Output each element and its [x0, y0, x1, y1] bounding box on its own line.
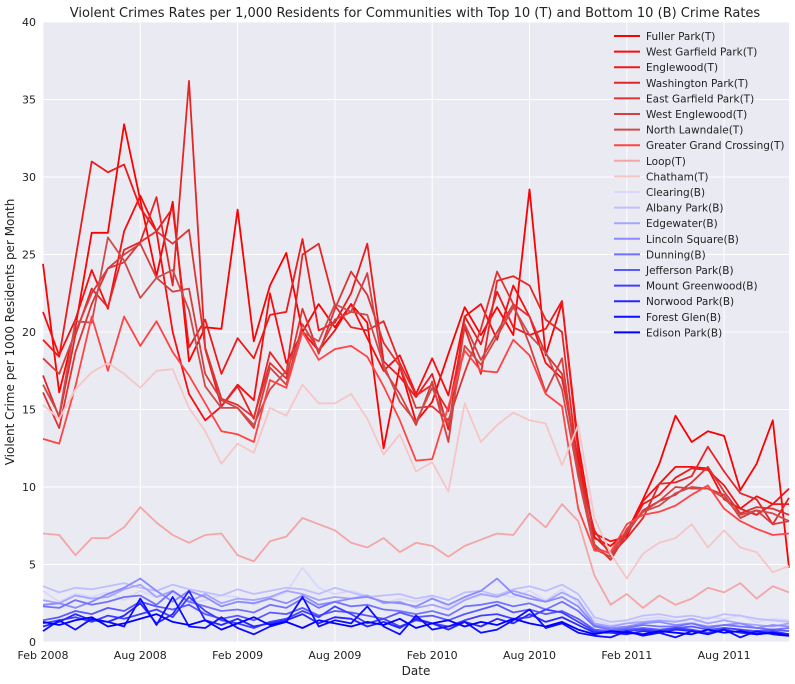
series-line-4: [42, 80, 790, 557]
y-axis-ticks: 0 5 10 15 20 25 30 35 40: [22, 16, 36, 649]
y-tick-label: 25: [22, 249, 36, 262]
series-line-15: [42, 590, 790, 631]
legend-label: West Garfield Park(T): [646, 47, 757, 59]
x-tick-label: Aug 2009: [308, 649, 361, 662]
x-tick-label: Aug 2008: [114, 649, 167, 662]
series-line-5: [42, 228, 790, 561]
series-line-16: [42, 600, 790, 632]
legend-label: Albany Park(B): [646, 203, 724, 215]
y-axis-label: Violent Crime per 1000 Residents per Mon…: [3, 199, 17, 466]
series-line-6: [42, 242, 790, 558]
series-line-9: [42, 503, 790, 609]
legend-label: Mount Greenwood(B): [646, 281, 758, 293]
y-tick-label: 20: [22, 326, 36, 339]
chart-title: Violent Crimes Rates per 1,000 Residents…: [70, 6, 761, 21]
series-line-13: [42, 583, 790, 628]
series-line-3: [42, 160, 789, 553]
series-line-20: [42, 613, 790, 637]
y-tick-label: 40: [22, 16, 36, 29]
x-tick-label: Aug 2010: [503, 649, 556, 662]
legend-label: Dunning(B): [646, 249, 706, 261]
x-tick-label: Feb 2011: [601, 649, 652, 662]
x-tick-label: Aug 2011: [698, 649, 751, 662]
legend-label: Englewood(T): [646, 62, 718, 74]
series-line-17: [42, 596, 790, 636]
y-tick-label: 30: [22, 171, 36, 184]
legend-label: Jefferson Park(B): [645, 265, 734, 277]
series-line-14: [42, 577, 790, 629]
legend-label: Greater Grand Crossing(T): [646, 140, 785, 152]
legend-label: Loop(T): [646, 156, 686, 168]
grid-lines: [42, 21, 789, 643]
y-tick-label: 10: [22, 481, 36, 494]
y-tick-label: 5: [29, 559, 36, 572]
x-tick-label: Feb 2010: [407, 649, 458, 662]
legend-label: Chatham(T): [646, 171, 708, 183]
series-line-8: [42, 315, 790, 553]
series-line-7: [42, 236, 790, 555]
series-lines: [42, 80, 790, 639]
y-tick-label: 35: [22, 94, 36, 107]
legend-label: West Englewood(T): [646, 109, 747, 121]
y-tick-label: 0: [29, 636, 36, 649]
legend-label: Washington Park(T): [646, 78, 748, 90]
series-line-19: [42, 596, 790, 639]
legend-label: North Lawndale(T): [646, 125, 743, 137]
x-axis-ticks: Feb 2008 Aug 2008 Feb 2009 Aug 2009 Feb 2010…: [18, 649, 751, 662]
legend-label: East Garfield Park(T): [646, 93, 754, 105]
legend-label: Fuller Park(T): [646, 31, 715, 43]
legend-label: Edison Park(B): [646, 327, 722, 339]
legend-label: Clearing(B): [646, 187, 705, 199]
legend-label: Edgewater(B): [646, 218, 718, 230]
legend: Fuller Park(T) West Garfield Park(T) Engle…: [614, 31, 785, 339]
series-line-12: [42, 582, 790, 623]
x-tick-label: Feb 2009: [212, 649, 263, 662]
legend-label: Forest Glen(B): [646, 312, 721, 324]
series-line-10: [42, 362, 790, 580]
y-tick-label: 15: [22, 404, 36, 417]
x-axis-label: Date: [402, 664, 431, 678]
legend-label: Norwood Park(B): [646, 296, 734, 308]
legend-label: Lincoln Square(B): [646, 234, 739, 246]
x-tick-label: Feb 2008: [18, 649, 69, 662]
